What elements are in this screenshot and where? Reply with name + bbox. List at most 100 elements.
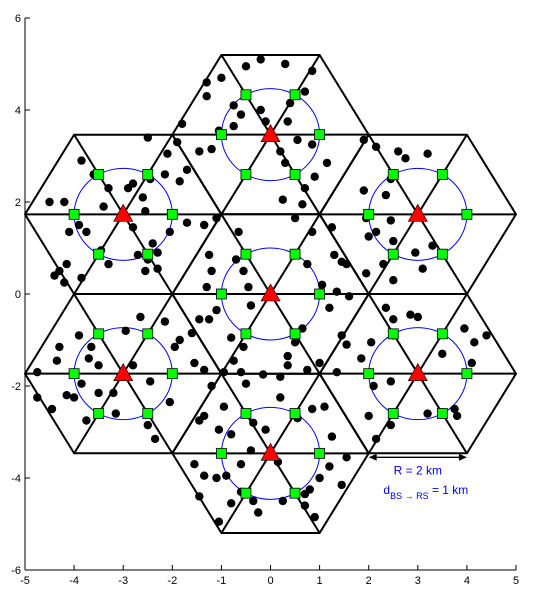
user-dot: [77, 379, 86, 388]
user-dot: [320, 402, 329, 411]
user-dot: [87, 342, 96, 352]
y-tick-label: 2: [15, 197, 21, 209]
user-dot: [104, 184, 113, 193]
user-dot: [308, 227, 317, 237]
user-dot: [190, 460, 199, 469]
user-dot: [175, 177, 184, 186]
user-dot: [60, 278, 69, 287]
user-dot: [204, 315, 214, 324]
user-dot: [389, 315, 398, 324]
user-dot: [187, 328, 197, 338]
user-dot: [74, 220, 84, 230]
user-dot: [195, 416, 204, 425]
user-dot: [389, 236, 398, 246]
base-station-marker: [260, 124, 281, 142]
user-dot: [344, 292, 354, 301]
user-dot: [423, 149, 432, 158]
user-dot: [212, 213, 221, 223]
user-dot: [290, 338, 300, 347]
user-dot: [138, 193, 147, 202]
x-tick-label: -5: [20, 575, 30, 587]
user-dot: [182, 218, 192, 227]
user-dot: [379, 259, 388, 269]
base-station-marker: [407, 363, 428, 381]
relay-station-marker: [289, 89, 301, 101]
x-tick-label: -4: [69, 575, 79, 587]
relay-station-marker: [68, 208, 80, 220]
user-dot: [254, 508, 263, 517]
relay-station-marker: [436, 408, 448, 419]
user-dot: [190, 358, 199, 368]
relay-station-marker: [240, 408, 252, 419]
relay-station-marker: [436, 169, 448, 180]
user-dot: [200, 471, 209, 480]
user-dot: [411, 248, 420, 257]
user-dot: [52, 356, 62, 365]
relay-station-marker: [289, 248, 301, 260]
base-station-marker: [260, 283, 281, 302]
user-dot: [249, 496, 258, 506]
user-dot: [298, 200, 307, 209]
user-dot: [99, 202, 108, 211]
user-dot: [214, 517, 224, 526]
user-dot: [128, 361, 138, 370]
user-dot: [143, 420, 152, 430]
user-dot: [182, 165, 192, 174]
user-dot: [460, 324, 469, 333]
relay-station-marker: [240, 89, 252, 101]
user-dot: [219, 402, 229, 411]
relay-station-marker: [240, 328, 252, 340]
user-dot: [214, 425, 224, 434]
relay-station-marker: [387, 328, 399, 340]
user-dot: [227, 499, 236, 508]
user-dot: [231, 255, 241, 264]
user-dot: [322, 158, 332, 168]
distance-label-subscript: BS → RS: [390, 491, 429, 501]
base-station-markers: [113, 124, 428, 461]
user-dot: [195, 492, 204, 501]
relay-station-marker: [314, 447, 326, 459]
user-dot: [241, 62, 251, 71]
x-tick-label: 5: [513, 575, 519, 587]
user-dot: [261, 425, 270, 434]
relay-station-marker: [387, 248, 399, 260]
user-dot: [246, 446, 256, 455]
user-dot: [65, 227, 74, 237]
user-dot: [337, 480, 346, 490]
user-dot: [327, 432, 337, 441]
user-dot: [200, 365, 209, 375]
user-dot: [241, 379, 251, 388]
user-dot: [413, 312, 422, 322]
relay-station-marker: [215, 288, 227, 300]
user-dot: [82, 227, 91, 237]
relay-station-marker: [93, 408, 105, 419]
user-dot: [325, 462, 334, 471]
user-dot: [357, 354, 366, 363]
relay-station-marker: [289, 487, 301, 499]
relay-station-marker: [93, 328, 105, 340]
user-dot: [342, 259, 351, 269]
x-tick-label: 4: [464, 575, 470, 587]
user-dot: [94, 388, 103, 398]
user-dot: [69, 393, 79, 402]
user-dot: [195, 147, 204, 156]
user-dot: [332, 287, 341, 296]
user-dot: [308, 404, 317, 414]
user-dot: [212, 305, 221, 315]
relay-station-marker: [314, 288, 326, 300]
relay-station-marker: [436, 328, 448, 340]
user-dot: [177, 119, 187, 128]
user-dot: [219, 368, 229, 377]
user-dot: [143, 133, 152, 142]
user-dot: [153, 248, 162, 257]
user-dot: [285, 98, 295, 108]
relay-station-marker: [166, 208, 178, 220]
user-dot: [33, 368, 42, 377]
user-dot: [77, 156, 86, 165]
user-dot: [281, 59, 290, 69]
user-dot: [303, 259, 312, 269]
user-dot: [364, 411, 373, 421]
user-dot: [33, 393, 42, 402]
user-dot: [367, 338, 376, 347]
